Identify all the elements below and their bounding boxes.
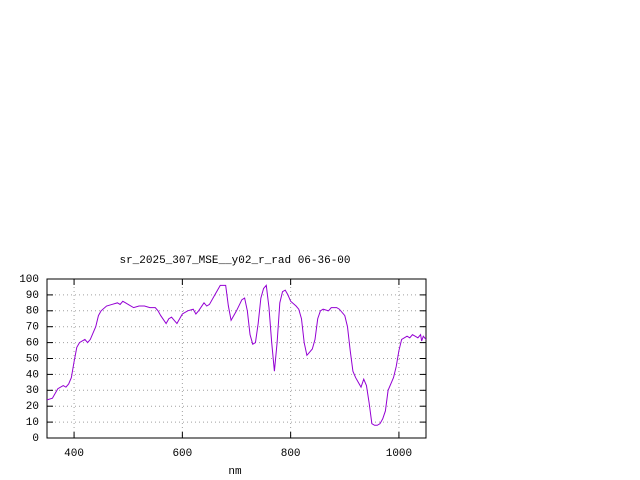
x-axis-label: nm — [228, 466, 242, 478]
y-tick-label: 60 — [26, 338, 39, 350]
x-tick-label: 1000 — [386, 448, 412, 460]
y-tick-label: 30 — [26, 385, 39, 397]
chart-title: sr_2025_307_MSE__y02_r_rad 06-36-00 — [119, 255, 350, 267]
y-tick-label: 20 — [26, 401, 39, 413]
y-tick-label: 0 — [32, 433, 39, 445]
y-tick-label: 100 — [19, 274, 39, 286]
y-tick-label: 10 — [26, 417, 39, 429]
plot-frame — [46, 278, 427, 439]
y-tick-label: 80 — [26, 306, 39, 318]
y-tick-label: 90 — [26, 290, 39, 302]
y-tick-label: 40 — [26, 369, 39, 381]
x-tick-label: 800 — [281, 448, 301, 460]
x-tick-label: 400 — [64, 448, 84, 460]
x-tick-label: 600 — [172, 448, 192, 460]
y-tick-label: 70 — [26, 322, 39, 334]
y-tick-label: 50 — [26, 353, 39, 365]
data-line — [46, 284, 427, 426]
